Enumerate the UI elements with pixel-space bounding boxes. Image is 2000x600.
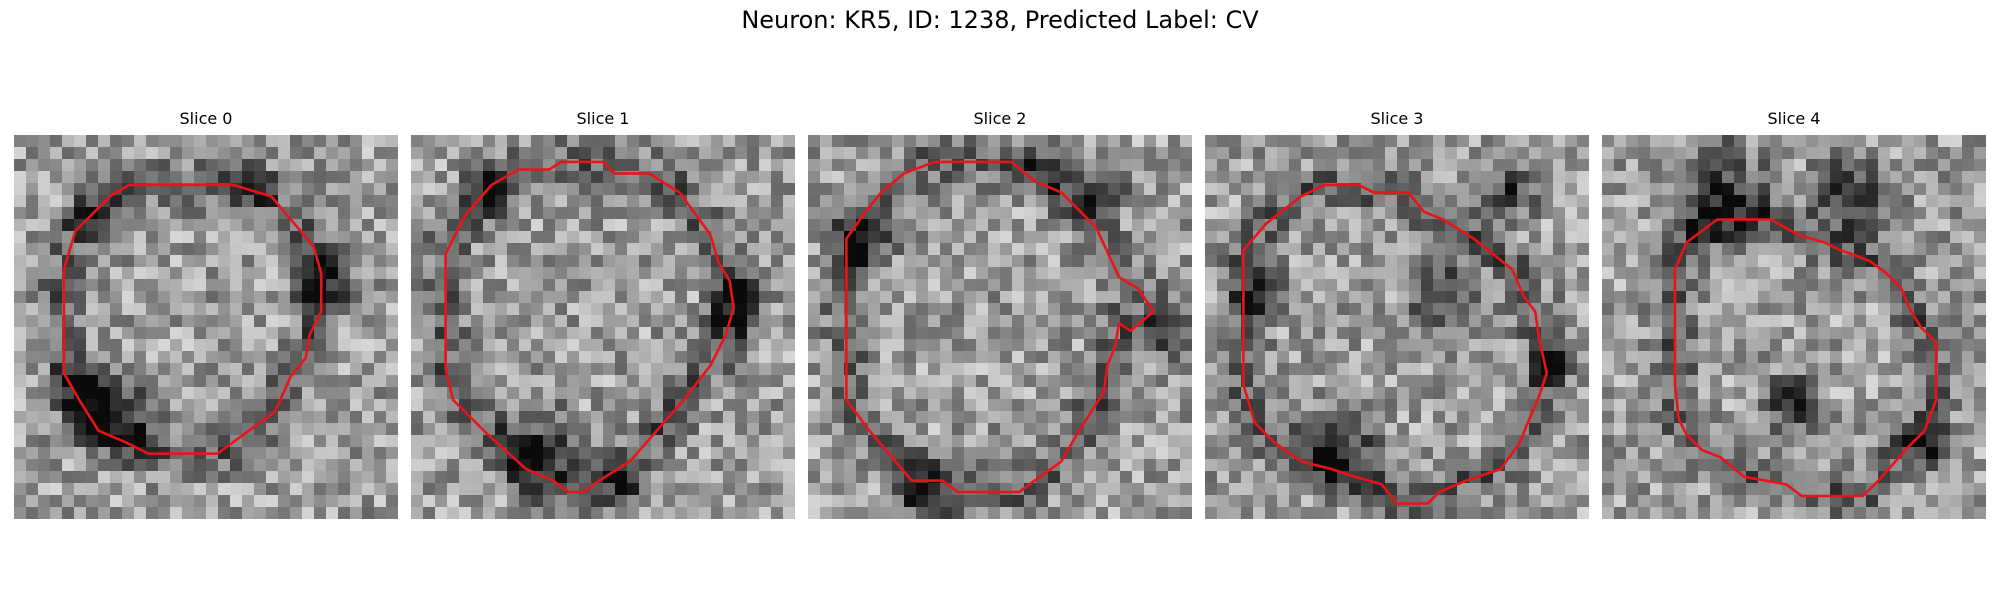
segmentation-contour xyxy=(444,160,735,494)
slice-image xyxy=(1205,135,1589,519)
slice-panel-0: Slice 0 xyxy=(14,107,398,519)
slice-panel-3: Slice 3 xyxy=(1205,107,1589,519)
figure-title: Neuron: KR5, ID: 1238, Predicted Label: … xyxy=(741,6,1259,34)
slice-title: Slice 3 xyxy=(1370,109,1424,128)
pixel-grid xyxy=(14,135,398,519)
pixel-grid xyxy=(1205,135,1589,519)
slice-image xyxy=(1602,135,1986,519)
slice-title: Slice 0 xyxy=(179,109,233,128)
slice-title: Slice 4 xyxy=(1767,109,1821,128)
segmentation-contour xyxy=(845,160,1155,494)
slice-panel-4: Slice 4 xyxy=(1602,107,1986,519)
slice-panel-1: Slice 1 xyxy=(411,107,795,519)
slice-title: Slice 2 xyxy=(973,109,1027,128)
slice-image xyxy=(411,135,795,519)
slice-panel-2: Slice 2 xyxy=(808,107,1192,519)
pixel-grid xyxy=(1602,135,1986,519)
segmentation-contour xyxy=(1673,218,1938,498)
slice-title: Slice 1 xyxy=(576,109,630,128)
slice-image xyxy=(808,135,1192,519)
slice-image xyxy=(14,135,398,519)
pixel-grid xyxy=(411,135,795,519)
segmentation-contour xyxy=(62,183,323,456)
segmentation-contour xyxy=(1242,183,1549,505)
